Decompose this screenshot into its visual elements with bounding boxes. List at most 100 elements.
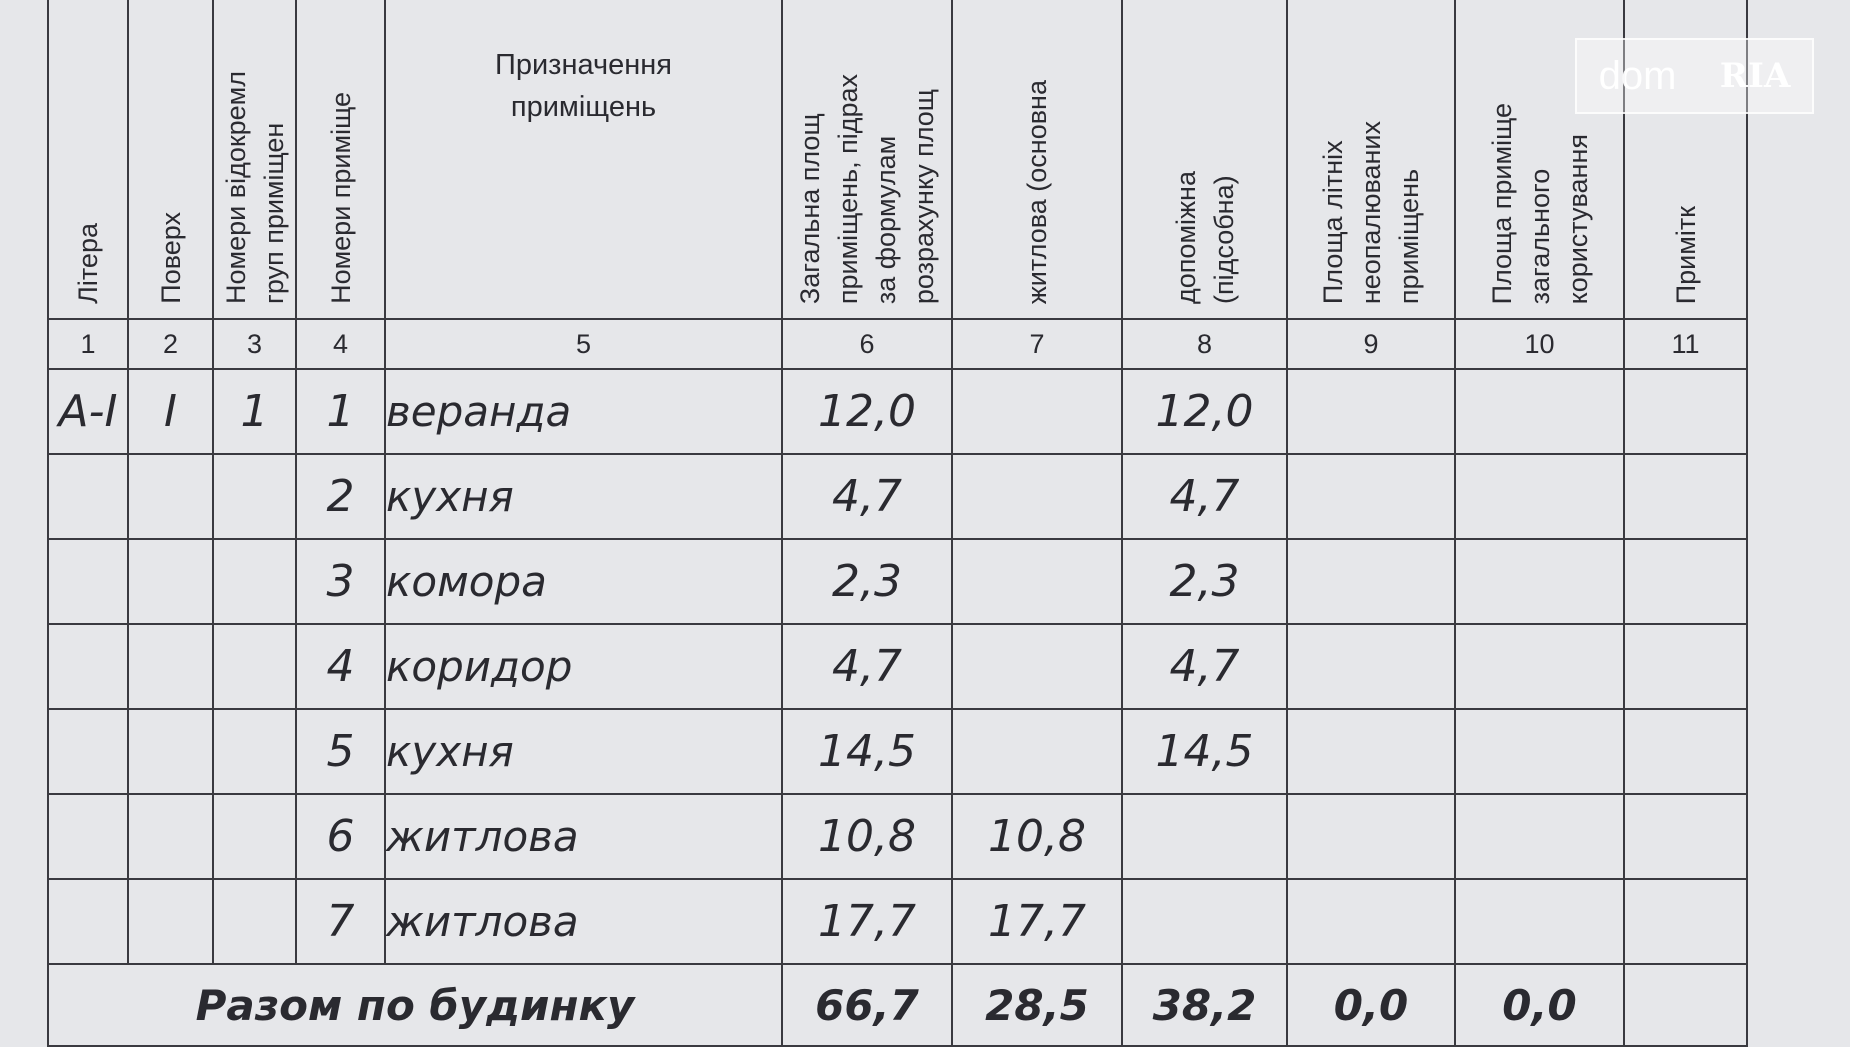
column-number: 10: [1454, 318, 1625, 370]
header-line: груп приміщен: [258, 122, 289, 304]
cell-number: 4: [295, 623, 386, 710]
cell-note: [1623, 623, 1748, 710]
header-line: Літера: [73, 223, 103, 304]
cell-auxiliary: 4,7: [1121, 623, 1288, 710]
cell-summer: [1286, 623, 1456, 710]
cell-total: 10,8: [781, 793, 953, 880]
cell-floor: [127, 453, 214, 540]
watermark: dom RIA: [1575, 38, 1814, 114]
cell-note: [1623, 878, 1748, 965]
summary-living: 28,5: [951, 963, 1123, 1047]
cell-group: [212, 708, 297, 795]
cell-total: 12,0: [781, 368, 953, 455]
cell-living: [951, 623, 1123, 710]
column-number: 8: [1121, 318, 1288, 370]
cell-total: 4,7: [781, 623, 953, 710]
cell-total: 14,5: [781, 708, 953, 795]
cell-common: [1454, 793, 1625, 880]
cell-purpose: коридор: [384, 623, 783, 710]
header-line: загального: [1524, 168, 1555, 304]
cell-common: [1454, 623, 1625, 710]
cell-living: [951, 538, 1123, 625]
header-line: Номери відокремл: [220, 71, 251, 304]
header-cell: Загальна площ приміщень, підрах за формула…: [781, 0, 953, 320]
header-line: приміщень, підрах: [833, 73, 863, 304]
cell-floor: [127, 623, 214, 710]
header-line: Поверх: [155, 212, 186, 304]
cell-living: [951, 708, 1123, 795]
cell-letter: [47, 708, 129, 795]
header-line: неопалюваних: [1356, 120, 1386, 304]
cell-purpose: житлова: [384, 793, 783, 880]
cell-number: 6: [295, 793, 386, 880]
cell-summer: [1286, 708, 1456, 795]
table-row: 6 житлова 10,8 10,8: [47, 793, 1748, 880]
cell-summer: [1286, 793, 1456, 880]
header-line: житлова (основна: [1022, 79, 1052, 304]
column-number: 3: [212, 318, 297, 370]
header-cell: житлова (основна: [951, 0, 1123, 320]
cell-floor: [127, 708, 214, 795]
table-row: 5 кухня 14,5 14,5: [47, 708, 1748, 795]
cell-letter: [47, 878, 129, 965]
cell-summer: [1286, 538, 1456, 625]
cell-auxiliary: 12,0: [1121, 368, 1288, 455]
cell-number: 1: [295, 368, 386, 455]
header-cell: Примітк: [1623, 0, 1748, 320]
header-cell: Літера: [47, 0, 129, 320]
header-cell: Призначення приміщень: [384, 0, 783, 320]
column-number: 6: [781, 318, 953, 370]
cell-purpose: кухня: [384, 453, 783, 540]
cell-group: 1: [212, 368, 297, 455]
room-table: Літера Поверх Номери відокремл груп приміще…: [47, 0, 1748, 1047]
cell-note: [1623, 793, 1748, 880]
summary-summer: 0,0: [1286, 963, 1456, 1047]
cell-note: [1623, 538, 1748, 625]
header-text: Номери приміще: [322, 92, 360, 304]
cell-note: [1623, 708, 1748, 795]
cell-common: [1454, 708, 1625, 795]
cell-group: [212, 453, 297, 540]
column-number: 9: [1286, 318, 1456, 370]
header-text: Примітк: [1667, 206, 1705, 304]
summary-label: Разом по будинку: [47, 963, 783, 1047]
header-row: Літера Поверх Номери відокремл груп приміще…: [47, 0, 1748, 320]
header-line: Призначення: [495, 49, 672, 81]
cell-group: [212, 793, 297, 880]
cell-summer: [1286, 453, 1456, 540]
cell-auxiliary: [1121, 878, 1288, 965]
cell-living: 10,8: [951, 793, 1123, 880]
cell-auxiliary: 4,7: [1121, 453, 1288, 540]
cell-purpose: комора: [384, 538, 783, 625]
header-line: приміщень: [510, 91, 657, 123]
cell-number: 7: [295, 878, 386, 965]
header-line: (підсобна): [1208, 175, 1239, 304]
cell-letter: [47, 793, 129, 880]
header-cell: допоміжна (підсобна): [1121, 0, 1288, 320]
header-line: за формулам: [871, 135, 901, 304]
watermark-brand: dom: [1598, 53, 1677, 98]
header-line: Примітк: [1670, 205, 1701, 304]
cell-total: 4,7: [781, 453, 953, 540]
table-row: 2 кухня 4,7 4,7: [47, 453, 1748, 540]
header-text: Площа літніх неопалюваних приміщень: [1314, 121, 1428, 304]
cell-summer: [1286, 878, 1456, 965]
header-cell: Поверх: [127, 0, 214, 320]
header-text: Номери відокремл груп приміщен: [217, 71, 293, 304]
cell-common: [1454, 453, 1625, 540]
header-text: Площа приміще загального користування: [1483, 103, 1597, 304]
header-line: Загальна площ: [795, 113, 825, 304]
header-line: Площа літніх: [1318, 140, 1348, 304]
column-number: 7: [951, 318, 1123, 370]
cell-group: [212, 623, 297, 710]
summary-common: 0,0: [1454, 963, 1625, 1047]
cell-number: 5: [295, 708, 386, 795]
header-text: Поверх: [152, 212, 190, 304]
header-cell: Номери приміще: [295, 0, 386, 320]
column-number: 5: [384, 318, 783, 370]
cell-note: [1623, 368, 1748, 455]
summary-auxiliary: 38,2: [1121, 963, 1288, 1047]
column-number: 11: [1623, 318, 1748, 370]
cell-total: 2,3: [781, 538, 953, 625]
